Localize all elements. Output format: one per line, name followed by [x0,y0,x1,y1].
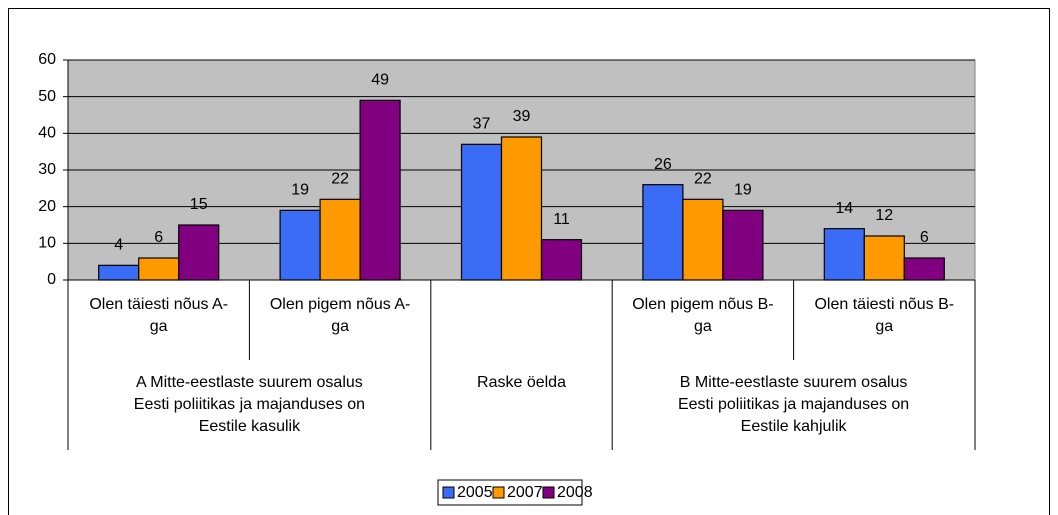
data-label: 26 [654,156,672,173]
y-tick-label: 10 [38,235,56,252]
bar [460,143,503,281]
legend-swatch [542,486,555,499]
legend-swatch [492,486,505,499]
category-label: Olen pigem nõus B-ga [632,296,774,335]
legend-swatch [442,486,455,499]
y-tick-label: 40 [38,125,56,142]
bar [138,257,180,281]
data-label: 39 [513,108,531,125]
category-label: Olen täiesti nõus A-ga [89,296,229,335]
group-label: Raske öelda [477,374,566,391]
legend-label: 2008 [557,484,593,501]
data-label: 37 [473,116,491,133]
bar [279,209,321,281]
bar [319,198,361,281]
chart-border [8,8,1050,515]
y-tick-label: 60 [38,51,56,68]
data-label: 49 [371,72,389,89]
y-tick-label: 20 [38,198,56,215]
bar [903,257,945,281]
bar [359,99,401,281]
data-label: 14 [835,200,853,217]
group-label: A Mitte-eestlaste suurem osalus Eesti po… [133,374,365,435]
y-tick-label: 50 [38,88,56,105]
bar [642,184,684,281]
data-label: 11 [553,211,570,228]
data-label: 19 [734,182,752,199]
legend-box [437,479,583,506]
data-label: 6 [154,229,163,246]
data-label: 22 [331,171,349,188]
category-label: Olen pigem nõus A-ga [269,296,411,335]
bar [98,264,140,281]
bar [682,198,724,281]
data-label: 12 [875,207,893,224]
bar [178,224,220,281]
bar [500,136,543,281]
data-label: 15 [190,196,208,213]
data-label: 4 [114,237,123,254]
legend-label: 2007 [507,484,543,501]
category-label: Olen täiesti nõus B-ga [814,296,955,335]
data-label: 22 [694,171,712,188]
bar [722,209,764,281]
bar [823,228,865,281]
bar [863,235,905,281]
legend-label: 2005 [457,484,493,501]
group-label: B Mitte-eestlaste suurem osalus Eesti po… [677,374,910,435]
y-tick-label: 30 [38,161,56,178]
data-label: 19 [291,182,309,199]
data-label: 6 [920,229,929,246]
bar [540,239,583,281]
y-tick-label: 0 [47,271,56,288]
